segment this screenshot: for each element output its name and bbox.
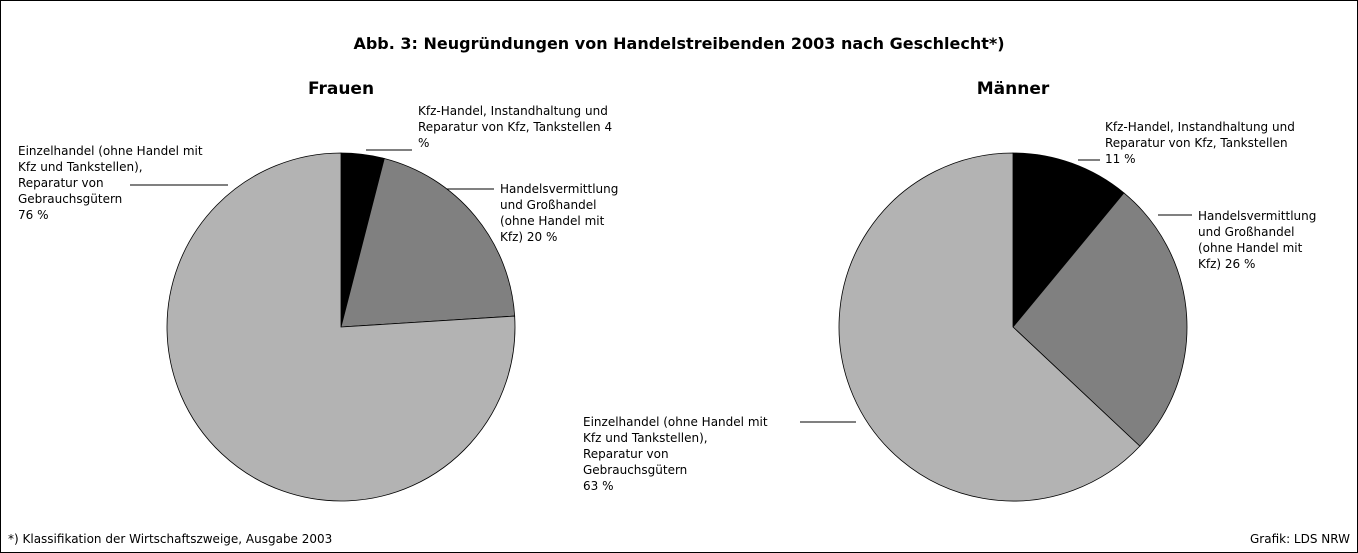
category-label: Einzelhandel (ohne Handel mit Kfz und Ta… — [583, 415, 768, 477]
value-label: 63 % — [583, 479, 614, 493]
category-label: Einzelhandel (ohne Handel mit Kfz und Ta… — [18, 144, 203, 206]
slice-label: Handelsvermittlung und Großhandel (ohne … — [1198, 208, 1316, 272]
pie-slice — [340, 157, 516, 328]
slice-label: Einzelhandel (ohne Handel mit Kfz und Ta… — [18, 143, 203, 223]
slice-label: Handelsvermittlung und Großhandel (ohne … — [500, 181, 618, 245]
slice-label: Kfz-Handel, Instandhaltung und Reparatur… — [418, 103, 613, 151]
pie-slice — [166, 152, 516, 502]
value-label: 11 % — [1105, 152, 1136, 166]
pie-title: Frauen — [307, 79, 375, 99]
category-label: Handelsvermittlung und Großhandel (ohne … — [500, 182, 619, 244]
value-label: 20 % — [526, 230, 558, 244]
pie-slice — [838, 152, 1141, 502]
pie-slice — [1012, 192, 1188, 447]
source: Grafik: LDS NRW — [1249, 532, 1350, 546]
pie-title: Männer — [976, 79, 1050, 99]
value-label: 76 % — [18, 208, 49, 222]
pie-slice — [1012, 152, 1125, 329]
category-label: Kfz-Handel, Instandhaltung und Reparatur… — [418, 104, 608, 134]
slice-label: Kfz-Handel, Instandhaltung und Reparatur… — [1105, 119, 1300, 167]
category-label: Kfz-Handel, Instandhaltung und Reparatur… — [1105, 120, 1295, 150]
slice-label: Einzelhandel (ohne Handel mit Kfz und Ta… — [583, 414, 768, 494]
chart-title: Abb. 3: Neugründungen von Handelstreiben… — [353, 34, 1005, 53]
value-label: 4 % — [418, 120, 613, 150]
value-label: 26 % — [1224, 257, 1256, 271]
footnote: *) Klassifikation der Wirtschaftszweige,… — [8, 532, 333, 546]
category-label: Handelsvermittlung und Großhandel (ohne … — [1198, 209, 1317, 271]
